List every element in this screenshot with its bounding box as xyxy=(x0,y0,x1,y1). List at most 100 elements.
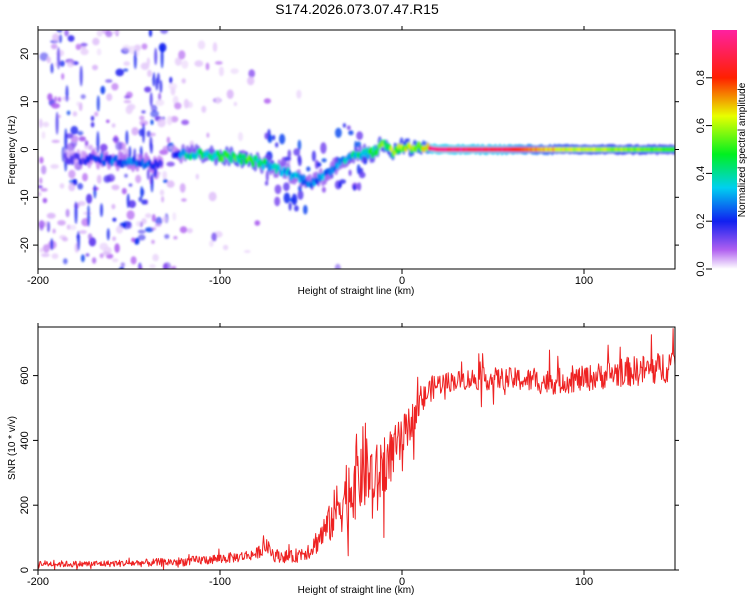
ridge-core xyxy=(287,169,292,176)
noise-blob xyxy=(59,60,65,67)
noise-blob xyxy=(151,227,157,231)
noise-blob xyxy=(150,119,154,125)
noise-blob xyxy=(90,115,95,121)
noise-blob xyxy=(114,243,120,253)
noise-blob xyxy=(209,240,214,248)
noise-blob xyxy=(206,132,210,138)
noise-blob xyxy=(100,85,106,95)
noise-blob xyxy=(84,140,89,147)
ridge-core xyxy=(229,157,233,164)
ridge-core xyxy=(370,151,375,159)
signal-satellite xyxy=(346,125,351,130)
ridge-core xyxy=(216,150,220,157)
noise-blob xyxy=(57,96,62,103)
signal-satellite xyxy=(274,196,281,207)
noise-blob xyxy=(157,118,166,128)
noise-blob xyxy=(226,89,234,99)
ridge-core xyxy=(369,146,373,154)
colorbar-tick-label: 0.6 xyxy=(695,118,707,133)
colorbar-tick-label: 0.4 xyxy=(695,166,707,181)
noise-blob xyxy=(127,103,136,111)
noise-blob xyxy=(128,183,133,187)
noise-blob xyxy=(66,60,75,68)
noise-streak xyxy=(125,130,129,145)
noise-blob xyxy=(162,170,167,180)
noise-streak xyxy=(159,80,163,93)
signal-satellite xyxy=(356,131,363,141)
noise-blob xyxy=(214,61,223,65)
noise-blob xyxy=(248,69,255,78)
noise-streak xyxy=(79,65,83,87)
snr-frame xyxy=(37,326,676,571)
noise-blob xyxy=(168,82,178,90)
noise-blob xyxy=(103,175,111,183)
ridge-core xyxy=(261,163,265,170)
x-tick-label: -200 xyxy=(27,275,49,287)
noise-blob xyxy=(50,43,58,50)
y-tick-label: 200 xyxy=(19,496,31,514)
ridge-halo xyxy=(74,157,79,170)
noise-blob xyxy=(174,57,182,66)
noise-blob xyxy=(122,44,131,53)
noise-blob xyxy=(121,187,127,195)
noise-blob xyxy=(155,99,165,106)
noise-blob xyxy=(80,48,89,56)
signal-satellite xyxy=(293,148,301,156)
ridge-core xyxy=(251,160,255,168)
noise-blob xyxy=(111,203,116,210)
noise-blob xyxy=(130,256,137,265)
noise-blob xyxy=(162,215,168,223)
ridge-core xyxy=(242,153,246,160)
noise-blob xyxy=(218,66,224,77)
signal-satellite xyxy=(297,190,304,200)
x-tick-label: -100 xyxy=(209,275,231,287)
signal-satellite xyxy=(275,142,279,148)
noise-blob xyxy=(140,62,150,70)
noise-streak xyxy=(128,146,132,160)
noise-blob xyxy=(166,115,173,126)
noise-blob xyxy=(243,250,251,253)
noise-blob xyxy=(263,98,271,104)
noise-blob xyxy=(137,234,146,241)
signal-satellite xyxy=(265,170,269,182)
noise-blob xyxy=(124,173,128,178)
noise-blob xyxy=(94,111,99,117)
noise-streak xyxy=(74,201,78,225)
noise-streak xyxy=(152,72,156,87)
signal-satellite xyxy=(267,134,273,144)
ridge-core xyxy=(100,153,104,160)
noise-blob xyxy=(194,60,204,67)
noise-blob xyxy=(115,141,123,151)
signal-satellite xyxy=(274,184,282,195)
signal-satellite xyxy=(287,149,292,159)
noise-blob xyxy=(154,223,162,227)
noise-streak xyxy=(126,193,130,209)
noise-blob xyxy=(181,119,190,126)
spectrogram-x-label: Height of straight line (km) xyxy=(298,286,415,297)
noise-streak xyxy=(93,184,97,199)
ridge-core xyxy=(309,182,313,189)
noise-blob xyxy=(115,68,124,77)
colorbar-label: Normalized spectral amplitude xyxy=(737,82,748,217)
x-tick-label: -100 xyxy=(209,576,231,588)
noise-blob xyxy=(77,183,84,190)
noise-streak xyxy=(50,238,54,251)
noise-blob xyxy=(149,264,156,269)
colorbar: 0.0 0.2 0.4 0.6 0.8 Normalized spectral ampl… xyxy=(695,30,748,277)
noise-streak xyxy=(57,46,60,70)
noise-blob xyxy=(152,253,159,262)
noise-blob xyxy=(77,201,86,206)
noise-blob xyxy=(161,196,165,203)
noise-blob xyxy=(120,262,126,268)
signal-satellite xyxy=(348,130,354,136)
ridge-core xyxy=(672,147,675,152)
noise-blob xyxy=(61,73,65,80)
ridge-core xyxy=(336,162,340,170)
noise-blob xyxy=(119,266,125,269)
noise-blob xyxy=(62,237,69,242)
noise-streak xyxy=(149,141,153,154)
noise-blob xyxy=(91,257,97,264)
noise-blob xyxy=(51,253,59,259)
noise-blob xyxy=(96,30,103,37)
